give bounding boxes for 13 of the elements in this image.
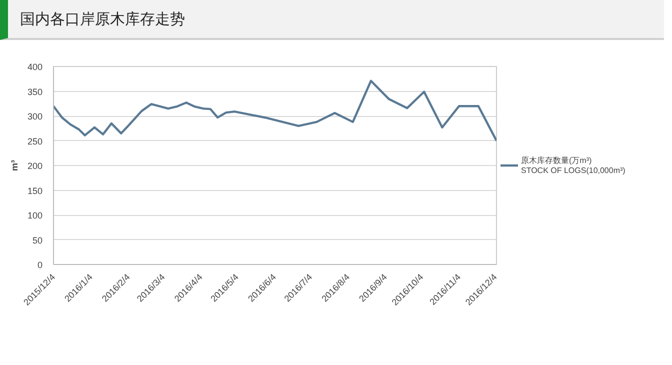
y-tick-label: 250 xyxy=(27,136,43,146)
chart-title: 国内各口岸原木库存走势 xyxy=(0,0,664,40)
y-tick-label: 400 xyxy=(27,62,43,72)
y-tick-label: 100 xyxy=(27,210,43,220)
y-tick-label: 50 xyxy=(32,235,43,246)
y-axis-title: m³ xyxy=(9,160,20,171)
line-series xyxy=(54,80,496,142)
y-tick-label: 200 xyxy=(27,161,43,171)
y-tick-label: 300 xyxy=(27,112,43,122)
y-tick-label: 150 xyxy=(27,186,43,196)
legend-label: 原木库存数量(万m³) STOCK OF LOGS(10,000m³) xyxy=(521,155,626,175)
y-tick-label: 350 xyxy=(27,86,43,97)
y-tick-label: 0 xyxy=(37,260,43,270)
